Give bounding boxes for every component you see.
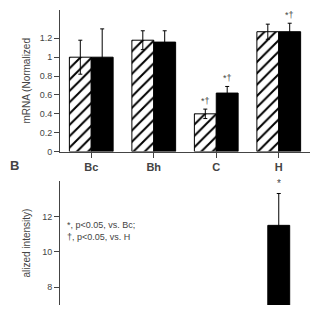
svg-text:10: 10	[42, 247, 52, 257]
svg-text:0: 0	[47, 147, 52, 157]
svg-text:B: B	[10, 158, 19, 173]
svg-text:1.2: 1.2	[40, 33, 53, 43]
svg-text:H: H	[275, 161, 283, 173]
svg-text:*†: *†	[201, 96, 210, 106]
svg-text:1: 1	[47, 52, 52, 62]
svg-text:*†: *†	[285, 10, 294, 20]
svg-text:12: 12	[42, 212, 52, 222]
svg-text:*: *	[277, 178, 281, 189]
svg-text:Bc: Bc	[84, 161, 98, 173]
svg-text:8: 8	[47, 282, 52, 292]
svg-text:0.8: 0.8	[40, 71, 53, 81]
svg-text:0.6: 0.6	[40, 90, 53, 100]
svg-text:*†: *†	[223, 73, 232, 83]
svg-text:*, p<0.05, vs. Bc;†, p<0.05, v: *, p<0.05, vs. Bc;†, p<0.05, vs. H	[67, 220, 135, 242]
svg-text:0.4: 0.4	[40, 109, 53, 119]
svg-text:0.2: 0.2	[40, 128, 53, 138]
svg-text:Bh: Bh	[146, 161, 161, 173]
svg-text:C: C	[212, 161, 220, 173]
svg-text:alized intensity): alized intensity)	[21, 209, 32, 278]
svg-text:mRNA (Normalized: mRNA (Normalized	[21, 38, 32, 124]
